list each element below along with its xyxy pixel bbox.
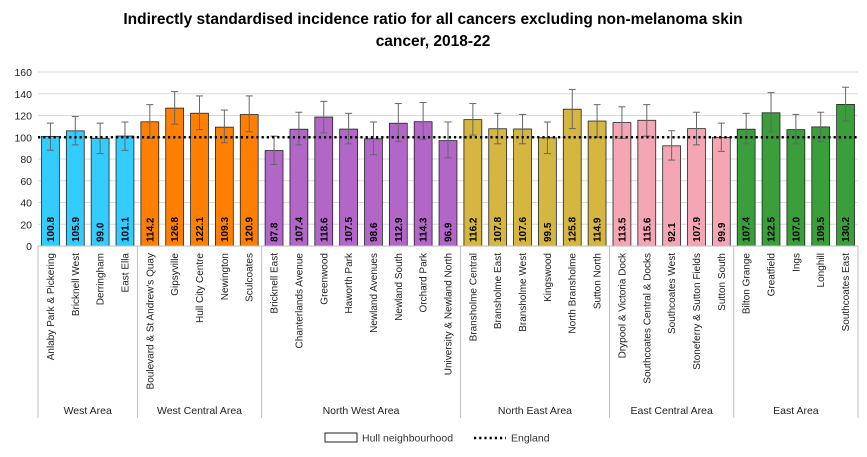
y-axis: 0 20 40 60 80 100 120 140 160 [14,67,32,253]
x-tick-label: Chanterlands Avenue [294,253,305,349]
x-tick-label: Bricknell West [71,253,82,316]
bars [41,104,855,247]
data-label: 107.0 [791,217,802,242]
y-tick-label: 160 [14,67,32,79]
legend-label: Hull neighbourhood [362,433,453,445]
x-tick-label: Stoneferry & Sutton Fields [692,253,703,370]
data-label: 114.3 [419,217,430,242]
data-label: 114.9 [593,217,604,242]
x-tick-label: North Bransholme [568,253,579,334]
group-label: East Central Area [630,405,712,417]
value-labels: 100.8 105.9 99.0 101.1 114.2 126.8 122.1 109.3 1… [46,217,852,242]
group-label: East Area [773,405,819,417]
x-tick-label: Newington [220,253,231,300]
data-label: 122.5 [767,217,778,242]
data-label: 101.1 [120,217,131,242]
chart-title-line: Indirectly standardised incidence ratio … [123,11,742,28]
y-tick-label: 60 [20,176,32,188]
data-label: 92.1 [667,222,678,242]
x-tick-label: Haworth Park [344,252,355,314]
data-label: 126.8 [170,217,181,242]
x-tick-label: Sutton North [593,253,604,309]
group-label: North West Area [323,405,400,417]
data-label: 98.6 [369,222,380,242]
x-axis: Anlaby Park & Pickering Bricknell West Der… [37,245,859,418]
data-label: 109.3 [220,217,231,242]
y-tick-label: 80 [20,154,32,166]
y-tick-label: 40 [20,198,32,210]
group-label: West Area [64,405,112,417]
y-tick-label: 100 [14,132,32,144]
x-tick-label: Newland Avenues [369,253,380,333]
y-tick-label: 20 [20,219,32,231]
x-tick-label: Boulevard & St Andrew's Quay [145,253,156,389]
x-tick-label: Sutton South [717,253,728,311]
x-tick-label: Bransholme East [493,253,504,329]
data-label: 99.9 [717,222,728,242]
legend: Hull neighbourhood England [324,432,550,445]
chart-title: Indirectly standardised incidence ratio … [123,11,742,50]
data-label: 115.6 [642,217,653,242]
data-label: 99.5 [543,222,554,242]
group-label: North East Area [498,405,572,417]
data-label: 118.6 [319,217,330,242]
y-tick-label: 0 [26,241,32,253]
data-label: 122.1 [195,217,206,242]
data-label: 87.8 [270,222,281,242]
x-tick-label: Gipsyville [170,253,181,296]
data-label: 107.9 [692,217,703,242]
x-tick-label: Orchard Park [419,252,430,312]
data-label: 107.4 [294,217,305,242]
x-tick-label: Bilton Grange [742,253,753,315]
x-tick-label: Hull City Centre [195,253,206,323]
x-tick-label: East Ella [120,253,131,293]
group-label: West Central Area [157,405,242,417]
x-tick-label: Southcoates West [667,253,678,334]
data-label: 107.8 [493,217,504,242]
legend-label: England [511,433,550,445]
data-label: 120.9 [245,217,256,242]
x-tick-label: Kingswood [543,253,554,302]
x-tick-label: Sculcoates [245,253,256,302]
x-tick-label: Longhill [816,253,827,287]
data-label: 113.5 [617,217,628,242]
y-tick-label: 140 [14,89,32,101]
data-label: 109.5 [816,217,827,242]
x-tick-label: Newland South [394,253,405,321]
error-bars [46,86,850,165]
y-tick-label: 120 [14,111,32,123]
data-label: 100.8 [46,217,57,242]
data-label: 107.6 [518,217,529,242]
x-tick-label: Bransholme West [518,253,529,332]
x-tick-label: Southcoates Central & Docks [642,253,653,384]
data-label: 114.2 [145,217,156,242]
legend-swatch-bar [324,432,358,443]
x-tick-label: Greatfield [767,253,778,296]
x-tick-label: Derringham [96,253,107,305]
data-label: 105.9 [71,217,82,242]
x-tick-label: University & Newland North [444,253,455,375]
x-tick-label: Southcoates East [841,253,852,332]
data-label: 107.5 [344,217,355,242]
x-tick-label: Bricknell East [270,253,281,314]
data-label: 99.0 [96,222,107,242]
x-tick-label: Ings [791,253,802,272]
data-label: 116.2 [468,217,479,242]
x-tick-label: Bransholme Central [468,253,479,341]
data-label: 96.9 [444,222,455,242]
data-label: 125.8 [568,217,579,242]
chart-title-line: cancer, 2018-22 [376,33,491,50]
data-label: 112.9 [394,217,405,242]
data-label: 107.4 [742,217,753,242]
x-tick-label: Drypool & Victoria Dock [617,252,628,358]
x-tick-label: Anlaby Park & Pickering [46,253,57,360]
x-tick-label: Greenwood [319,253,330,305]
data-label: 130.2 [841,217,852,242]
